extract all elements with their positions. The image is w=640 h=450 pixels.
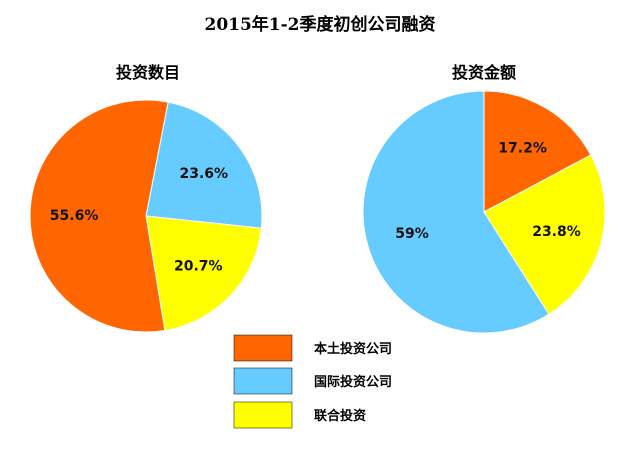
chart-title: 2015年1-2季度初创公司融资: [204, 14, 435, 35]
pie-count-slice-1: [145, 101, 263, 229]
legend-swatch-local: [233, 334, 293, 362]
legend-label-intl: 国际投资公司: [314, 374, 392, 390]
pie-count-label-2: 20.7%: [174, 258, 223, 274]
pie-count-slice-0: [29, 99, 169, 333]
legend-label-local: 本土投资公司: [314, 341, 392, 357]
legend-label-joint: 联合投资: [314, 408, 366, 424]
pie-amount-label-0: 17.2%: [498, 141, 547, 157]
pie-amount-slice-1: [362, 90, 550, 334]
legend-swatch-intl: [233, 367, 293, 395]
pie-count-slice-2: [145, 215, 262, 332]
pie-count-label-0: 55.6%: [50, 208, 99, 224]
pie-amount: 17.2% 23.8% 59%: [362, 90, 606, 334]
pie-amount-slice-2: [483, 154, 606, 315]
pie-count-label-1: 23.6%: [180, 166, 229, 182]
pie-count: 23.6% 20.7% 55.6%: [29, 99, 263, 333]
pie-amount-slice-0: [483, 90, 592, 213]
pie-amount-label-2: 23.8%: [532, 224, 581, 240]
legend: 本土投资公司 国际投资公司 联合投资: [233, 334, 392, 429]
pie-amount-label-1: 59%: [395, 226, 429, 242]
pie-1-title: 投资数目: [116, 63, 180, 82]
pie-2-title: 投资金额: [452, 63, 516, 82]
legend-swatch-joint: [233, 401, 293, 429]
